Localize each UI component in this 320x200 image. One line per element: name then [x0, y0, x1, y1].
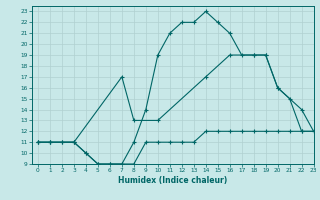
- X-axis label: Humidex (Indice chaleur): Humidex (Indice chaleur): [118, 176, 228, 185]
